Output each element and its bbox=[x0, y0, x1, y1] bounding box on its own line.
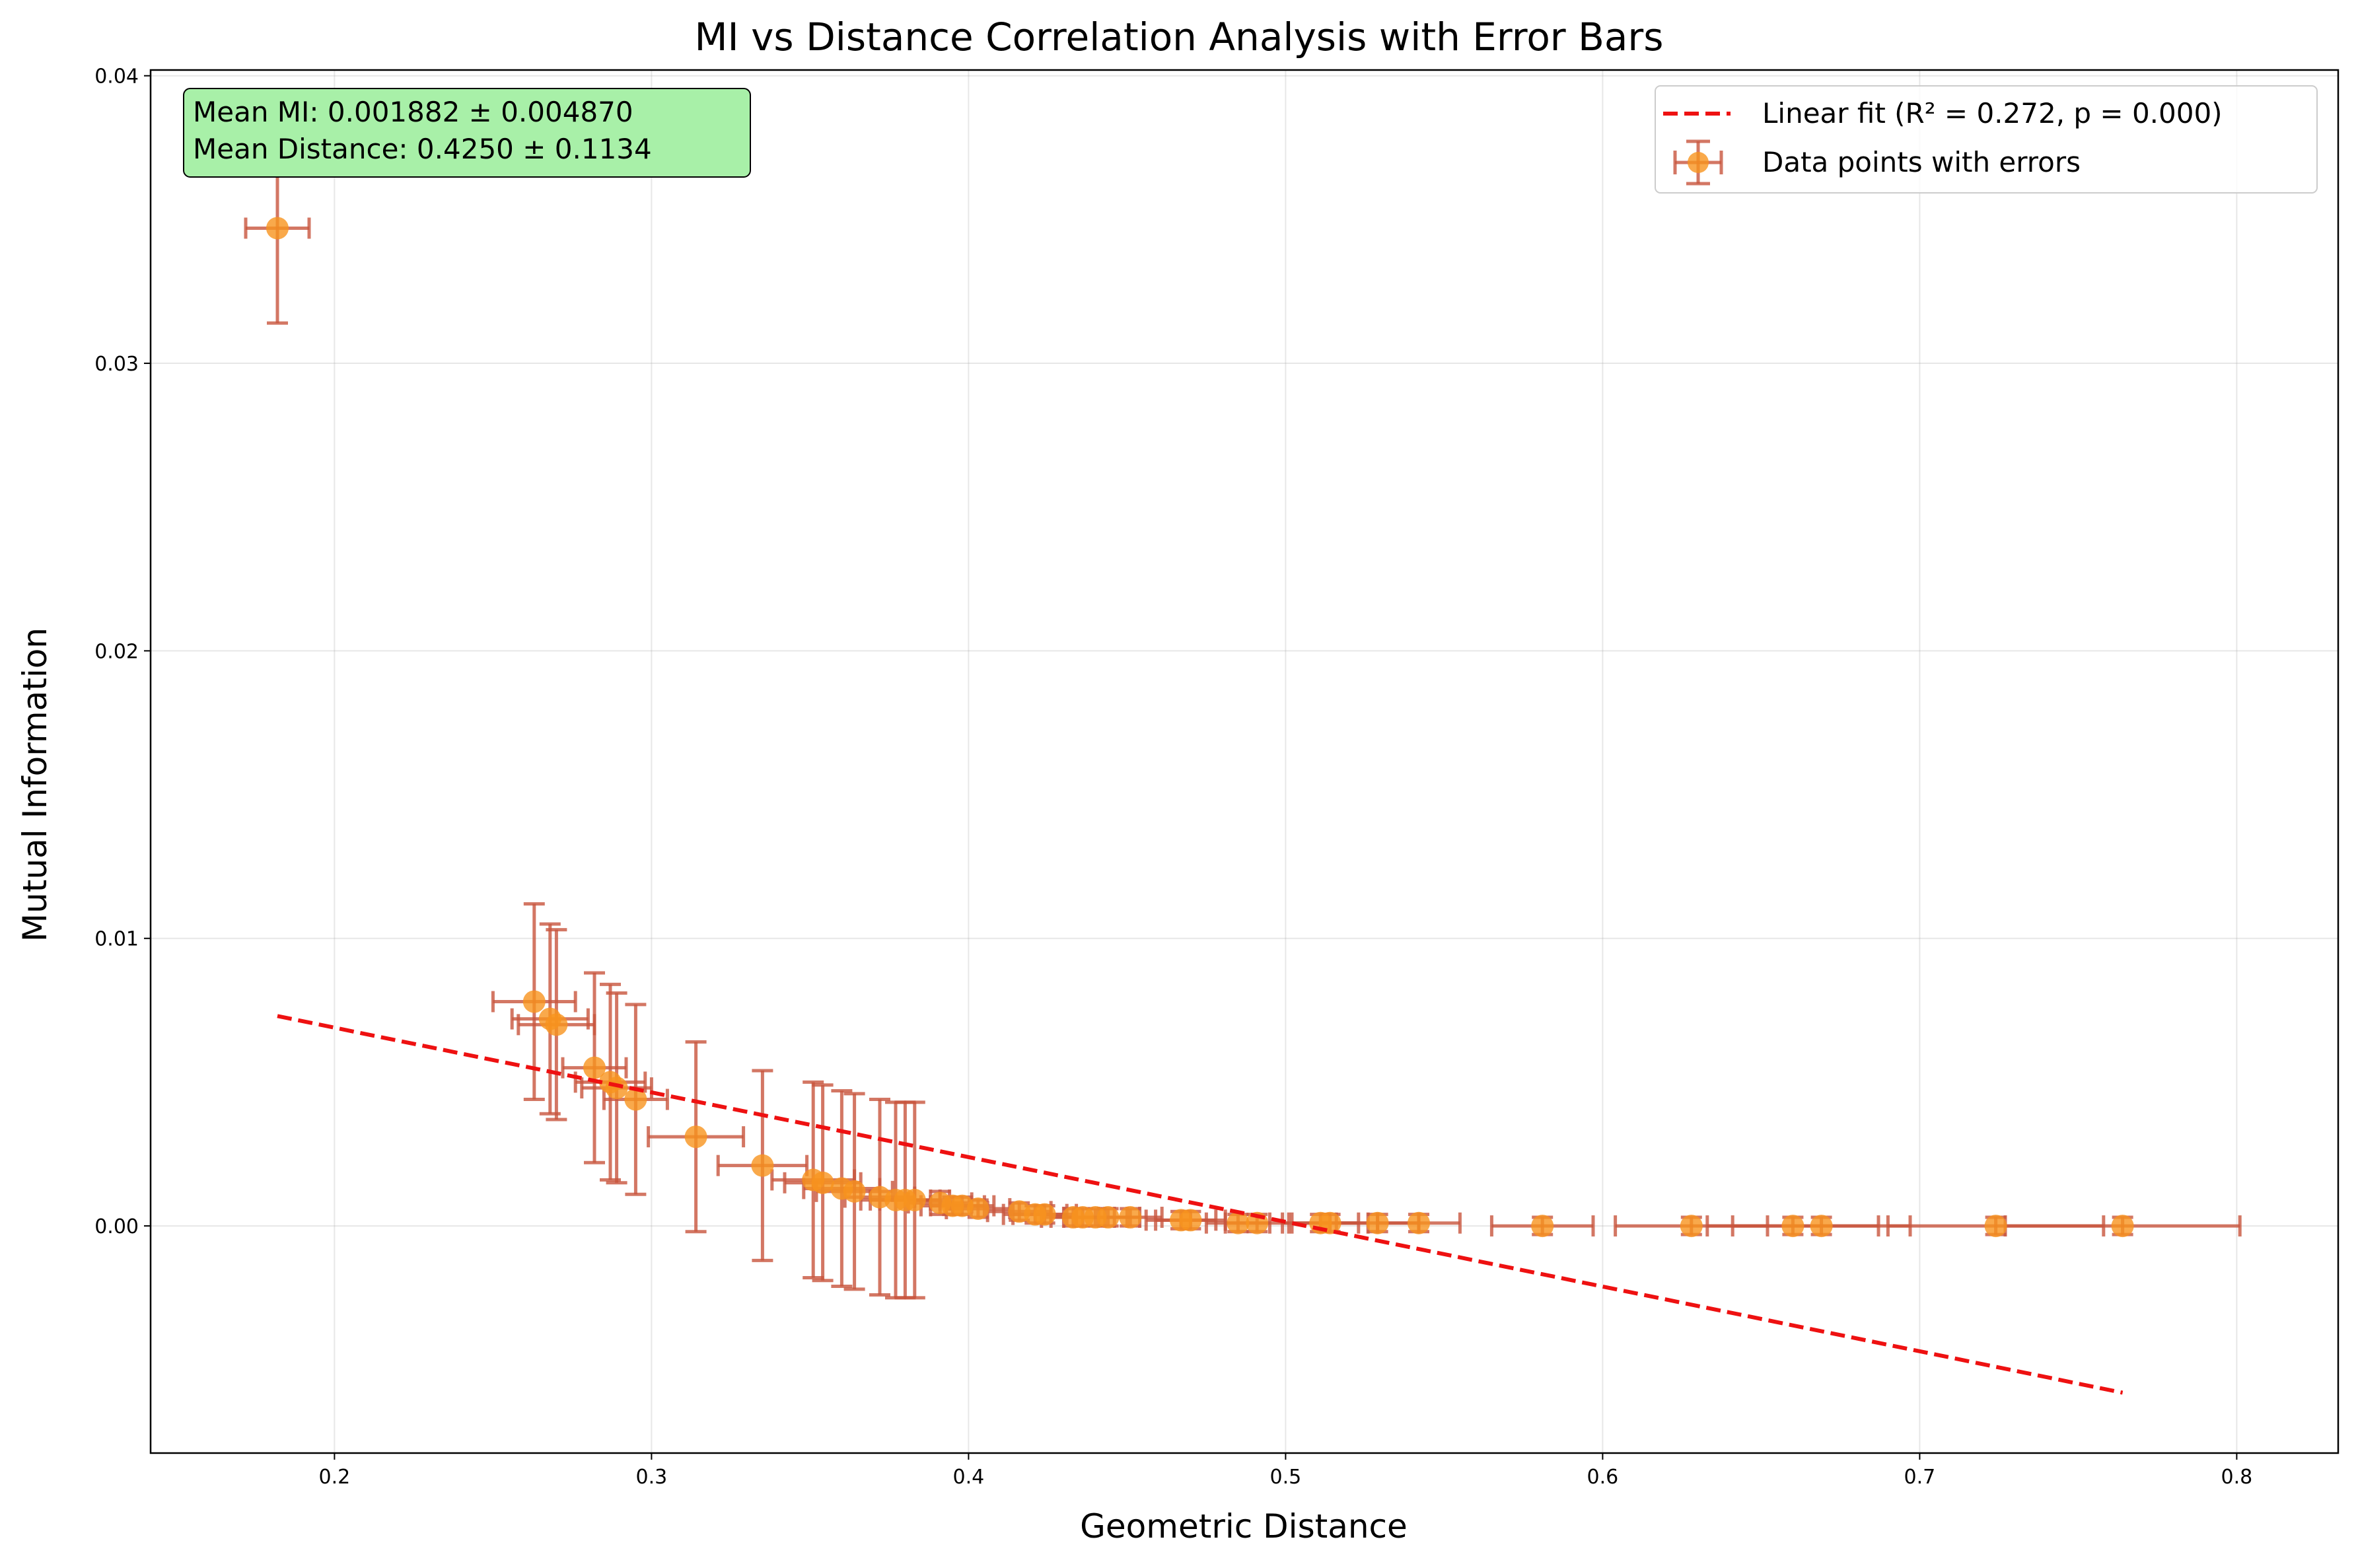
data-point-marker bbox=[1781, 1215, 1804, 1238]
y-tick-label: 0.01 bbox=[94, 928, 139, 951]
y-axis-label: Mutual Information bbox=[16, 627, 54, 942]
data-point-marker bbox=[522, 990, 546, 1013]
legend-data-label: Data points with errors bbox=[1762, 146, 2081, 178]
data-point-marker bbox=[966, 1197, 989, 1220]
y-axis: 0.00 0.01 0.02 0.03 0.04 bbox=[94, 65, 151, 1238]
data-point-marker bbox=[1984, 1215, 2007, 1238]
data-point-marker bbox=[545, 1013, 568, 1036]
x-tick-label: 0.4 bbox=[953, 1466, 985, 1489]
legend-data-swatch bbox=[1673, 139, 1723, 186]
y-tick-label: 0.04 bbox=[94, 65, 139, 89]
data-point-marker bbox=[266, 217, 289, 240]
stats-mean-distance: Mean Distance: 0.4250 ± 0.1134 bbox=[193, 133, 652, 165]
data-point-marker bbox=[751, 1154, 774, 1177]
y-tick-label: 0.03 bbox=[94, 353, 139, 376]
data-point-marker bbox=[843, 1180, 866, 1203]
data-point-marker bbox=[903, 1188, 926, 1211]
chart-title: MI vs Distance Correlation Analysis with… bbox=[695, 15, 1664, 59]
data-point-marker bbox=[1680, 1215, 1703, 1238]
data-point-marker bbox=[1366, 1211, 1389, 1234]
data-point-marker bbox=[811, 1171, 834, 1194]
y-tick-label: 0.02 bbox=[94, 640, 139, 663]
x-tick-label: 0.7 bbox=[1904, 1466, 1936, 1489]
stats-mean-mi: Mean MI: 0.001882 ± 0.004870 bbox=[193, 96, 633, 128]
x-tick-label: 0.3 bbox=[636, 1466, 668, 1489]
data-point-marker bbox=[1179, 1209, 1202, 1232]
data-point-marker bbox=[1033, 1203, 1056, 1226]
x-axis-label: Geometric Distance bbox=[1080, 1507, 1408, 1546]
data-series bbox=[244, 131, 2242, 1300]
data-point-marker bbox=[1119, 1206, 1142, 1229]
x-tick-label: 0.5 bbox=[1270, 1466, 1302, 1489]
data-point-marker bbox=[2111, 1215, 2134, 1238]
data-point-marker bbox=[1810, 1215, 1833, 1238]
data-point-marker bbox=[1096, 1206, 1120, 1229]
x-tick-label: 0.6 bbox=[1587, 1466, 1619, 1489]
fit-line-layer bbox=[277, 1014, 2124, 1395]
stats-box: Mean MI: 0.001882 ± 0.004870 Mean Distan… bbox=[183, 88, 751, 178]
stats-box-background bbox=[183, 88, 751, 178]
x-tick-label: 0.8 bbox=[2221, 1466, 2253, 1489]
legend-fit-label: Linear fit (R² = 0.272, p = 0.000) bbox=[1762, 97, 2223, 129]
fit-line bbox=[277, 1014, 2124, 1395]
data-point-marker bbox=[1531, 1215, 1554, 1238]
legend: Linear fit (R² = 0.272, p = 0.000) Data … bbox=[1655, 85, 2318, 194]
y-tick-label: 0.00 bbox=[94, 1215, 139, 1238]
data-point-marker bbox=[605, 1077, 628, 1100]
data-point-marker bbox=[1227, 1211, 1250, 1234]
x-axis: 0.2 0.3 0.4 0.5 0.6 0.7 0.8 bbox=[319, 1453, 2253, 1489]
grid bbox=[151, 70, 2338, 1453]
legend-frame bbox=[1655, 85, 2318, 194]
x-tick-label: 0.2 bbox=[319, 1466, 351, 1489]
data-point-marker bbox=[684, 1125, 707, 1149]
data-point-marker bbox=[583, 1056, 606, 1079]
data-point-marker bbox=[624, 1088, 647, 1111]
data-point-marker bbox=[1408, 1211, 1430, 1234]
plot-frame bbox=[149, 69, 2340, 1454]
